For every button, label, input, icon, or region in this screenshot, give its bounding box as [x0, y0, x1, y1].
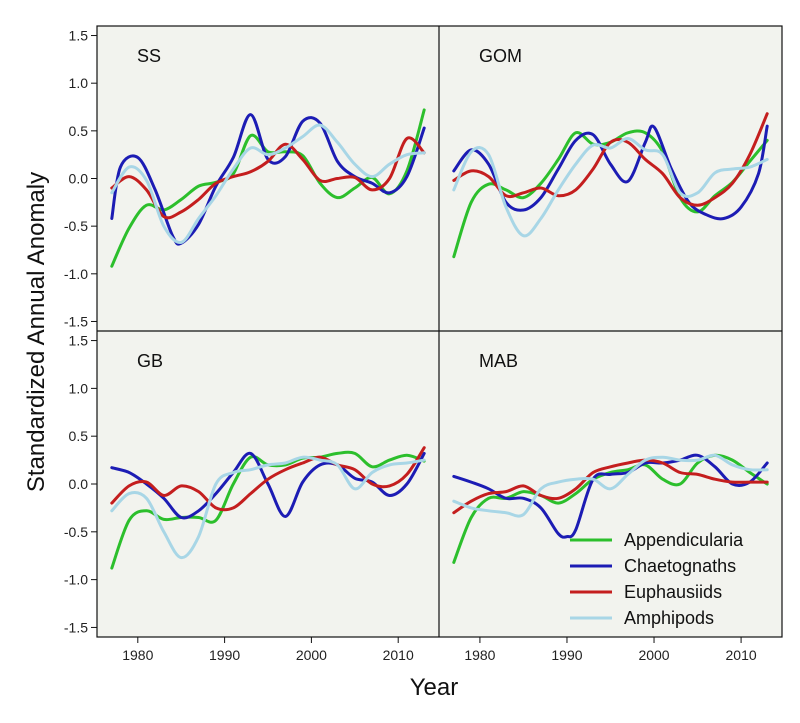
- series-line-amphipods: [110, 123, 426, 244]
- y-tick-label: 1.0: [69, 380, 89, 396]
- y-tick-label: -1.5: [64, 619, 88, 635]
- x-tick-label: 2000: [296, 647, 327, 663]
- series-line-chaetognaths: [452, 124, 769, 221]
- y-tick-label: 1.0: [69, 75, 89, 91]
- series-line-chaetognaths: [110, 451, 426, 520]
- series-line-euphausiids: [452, 112, 769, 207]
- series-line-chaetognaths: [452, 453, 769, 539]
- series-line-euphausiids: [452, 458, 769, 515]
- panel-label: SS: [137, 46, 161, 66]
- axes: -1.5 -1.0 -0.5 0.0 0.5 1.0 1.5 -1.5 -1.0 -0.5 0.0 0…: [64, 25, 783, 663]
- x-tick-label: 1990: [551, 647, 582, 663]
- x-tick-label: 2010: [383, 647, 414, 663]
- legend-label: Amphipods: [624, 608, 714, 628]
- legend-label: Euphausiids: [624, 582, 722, 602]
- y-tick-label: 0.5: [69, 123, 89, 139]
- x-axis-title: Year: [410, 674, 459, 701]
- y-axis-title: Standardized Annual Anomaly: [23, 172, 50, 492]
- series-line-euphausiids: [110, 446, 426, 512]
- panels: SS GOM GB MAB: [97, 26, 782, 637]
- series-line-amphipods: [452, 453, 769, 518]
- x-tick-label: 2000: [638, 647, 669, 663]
- series-line-amphipods: [110, 455, 426, 560]
- panel-background-mab: [439, 331, 782, 637]
- legend-item-amphipods: Amphipods: [570, 608, 714, 628]
- panel-label: GB: [137, 351, 163, 371]
- x-tick-label: 1990: [209, 647, 240, 663]
- panel-label: GOM: [479, 46, 522, 66]
- y-tick-label: -1.0: [64, 266, 88, 282]
- y-tick-label: 1.5: [69, 28, 89, 44]
- legend-item-euphausiids: Euphausiids: [570, 582, 722, 602]
- panel-gb: GB: [110, 351, 426, 570]
- x-tick-label: 2010: [726, 647, 757, 663]
- x-tick-label: 1980: [464, 647, 495, 663]
- series-line-chaetognaths: [110, 113, 426, 246]
- legend: Appendicularia Chaetognaths Euphausiids Amp…: [570, 530, 744, 628]
- y-tick-label: 1.5: [69, 333, 89, 349]
- legend-item-chaetognaths: Chaetognaths: [570, 556, 736, 576]
- legend-label: Chaetognaths: [624, 556, 736, 576]
- y-tick-label: -0.5: [64, 218, 88, 234]
- legend-label: Appendicularia: [624, 530, 744, 550]
- y-tick-label: -0.5: [64, 524, 88, 540]
- panel-label: MAB: [479, 351, 518, 371]
- panel-gom: GOM: [452, 46, 769, 259]
- y-tick-label: 0.0: [69, 476, 89, 492]
- series-line-amphipods: [452, 137, 769, 238]
- panel-mab: MAB: [452, 351, 769, 564]
- panel-background-ss: [97, 26, 439, 331]
- y-tick-label: -1.5: [64, 313, 88, 329]
- legend-item-appendicularia: Appendicularia: [570, 530, 744, 550]
- y-tick-label: 0.0: [69, 171, 89, 187]
- x-tick-label: 1980: [122, 647, 153, 663]
- panel-ss: SS: [110, 46, 426, 268]
- y-tick-label: -1.0: [64, 572, 88, 588]
- series-line-euphausiids: [110, 136, 426, 220]
- y-tick-label: 0.5: [69, 428, 89, 444]
